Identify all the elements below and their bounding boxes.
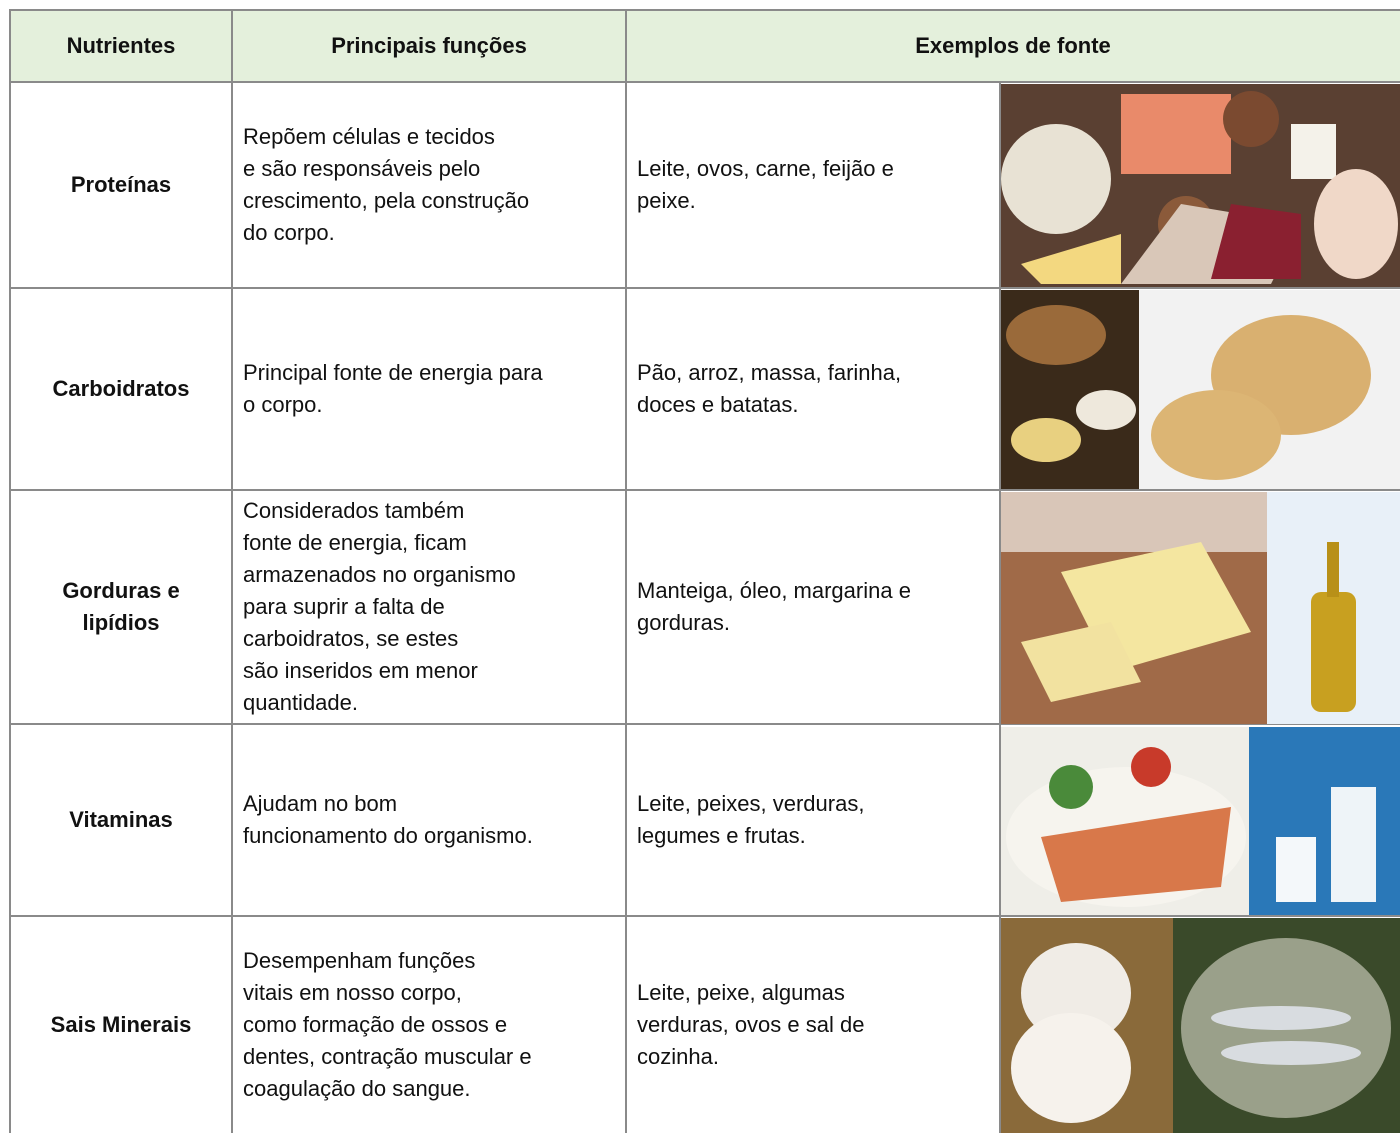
text-line: são inseridos em menor xyxy=(243,658,478,683)
carbohydrate-image xyxy=(1001,290,1400,489)
text-line: como formação de ossos e xyxy=(243,1011,508,1037)
text-line: para suprir a falta de xyxy=(243,594,445,619)
header-cell: Nutrientes xyxy=(10,10,232,82)
text-line: armazenados no organismo xyxy=(243,562,516,587)
text-line: Principal fonte de energia para xyxy=(243,360,543,385)
sources-cell: Leite, ovos, carne, feijão e peixe. xyxy=(626,82,1000,288)
text-line: Carboidratos xyxy=(52,376,190,401)
col-border xyxy=(625,9,627,1133)
text-line: carboidratos, se estes xyxy=(243,626,459,651)
text-line: gorduras. xyxy=(637,610,730,635)
text-line: verduras, ovos e sal de xyxy=(637,1011,865,1037)
text-line: quantidade. xyxy=(243,690,358,715)
col-border xyxy=(231,9,233,1133)
text-line: e são responsáveis pelo xyxy=(243,156,481,181)
text-line: Leite, peixes, verduras, xyxy=(637,791,865,816)
text-line: Gorduras e xyxy=(62,578,180,603)
text-line: o corpo. xyxy=(243,392,323,417)
header-cell: Principais funções xyxy=(232,10,626,82)
text-line: lipídios xyxy=(82,610,160,635)
sources-cell: Pão, arroz, massa, farinha, doces e batat… xyxy=(626,288,1000,490)
row-border xyxy=(10,287,1400,289)
text-line: Proteínas xyxy=(70,172,172,197)
function-cell: Desempenham funções vitais em nosso corpo… xyxy=(232,916,626,1133)
col-border xyxy=(999,81,1001,1133)
text-line: legumes e frutas. xyxy=(637,823,806,848)
text-line: Principais funções xyxy=(331,33,527,58)
row-border xyxy=(10,723,1400,725)
nutrient-cell: Sais Minerais xyxy=(10,916,232,1133)
text-line: Ajudam no bom xyxy=(243,791,398,816)
nutrient-cell: Vitaminas xyxy=(10,724,232,916)
row-border xyxy=(10,81,1400,83)
text-line: Vitaminas xyxy=(69,807,173,832)
text-line: Sais Minerais xyxy=(50,1011,192,1037)
text-line: coagulação do sangue. xyxy=(243,1075,471,1101)
mineral-image xyxy=(1001,918,1400,1133)
text-line: Manteiga, óleo, margarina e xyxy=(637,578,911,603)
text-line: vitais em nosso corpo, xyxy=(243,979,462,1005)
text-line: Leite, ovos, carne, feijão e xyxy=(637,156,894,181)
text-line: Desempenham funções xyxy=(243,947,476,973)
function-cell: Repõem células e tecidos e são responsáve… xyxy=(232,82,626,288)
protein-image xyxy=(1001,84,1400,287)
text-line: peixe. xyxy=(637,188,696,213)
row-border xyxy=(10,915,1400,917)
text-line: do corpo. xyxy=(243,220,335,245)
sources-cell: Manteiga, óleo, margarina e gorduras. xyxy=(626,490,1000,724)
header-cell: Exemplos de fonte xyxy=(626,10,1400,82)
text-line: Pão, arroz, massa, farinha, xyxy=(637,360,902,385)
text-line: Exemplos de fonte xyxy=(915,33,1111,58)
vitamin-image xyxy=(1001,727,1400,915)
text-line: funcionamento do organismo. xyxy=(243,823,533,848)
nutrient-cell: Gorduras e lipídios xyxy=(10,490,232,724)
function-cell: Considerados também fonte de energia, fic… xyxy=(232,490,626,724)
row-border xyxy=(10,489,1400,491)
text-line: Leite, peixe, algumas xyxy=(637,979,845,1005)
function-cell: Principal fonte de energia para o corpo. xyxy=(232,288,626,490)
row-border xyxy=(10,9,1400,11)
text-line: doces e batatas. xyxy=(637,392,799,417)
nutrient-cell: Carboidratos xyxy=(10,288,232,490)
text-line: fonte de energia, ficam xyxy=(243,530,467,555)
function-cell: Ajudam no bom funcionamento do organismo. xyxy=(232,724,626,916)
text-line: crescimento, pela construção xyxy=(243,188,530,213)
nutrient-cell: Proteínas xyxy=(10,82,232,288)
text-line: Nutrientes xyxy=(66,33,176,58)
sources-cell: Leite, peixe, algumas verduras, ovos e sa… xyxy=(626,916,1000,1133)
sources-cell: Leite, peixes, verduras, legumes e frutas… xyxy=(626,724,1000,916)
text-line: dentes, contração muscular e xyxy=(243,1043,532,1069)
fat-image xyxy=(1001,492,1400,724)
col-border xyxy=(9,9,11,1133)
text-line: cozinha. xyxy=(637,1043,719,1069)
text-line: Repõem células e tecidos xyxy=(243,124,495,149)
text-line: Considerados também xyxy=(243,498,465,523)
